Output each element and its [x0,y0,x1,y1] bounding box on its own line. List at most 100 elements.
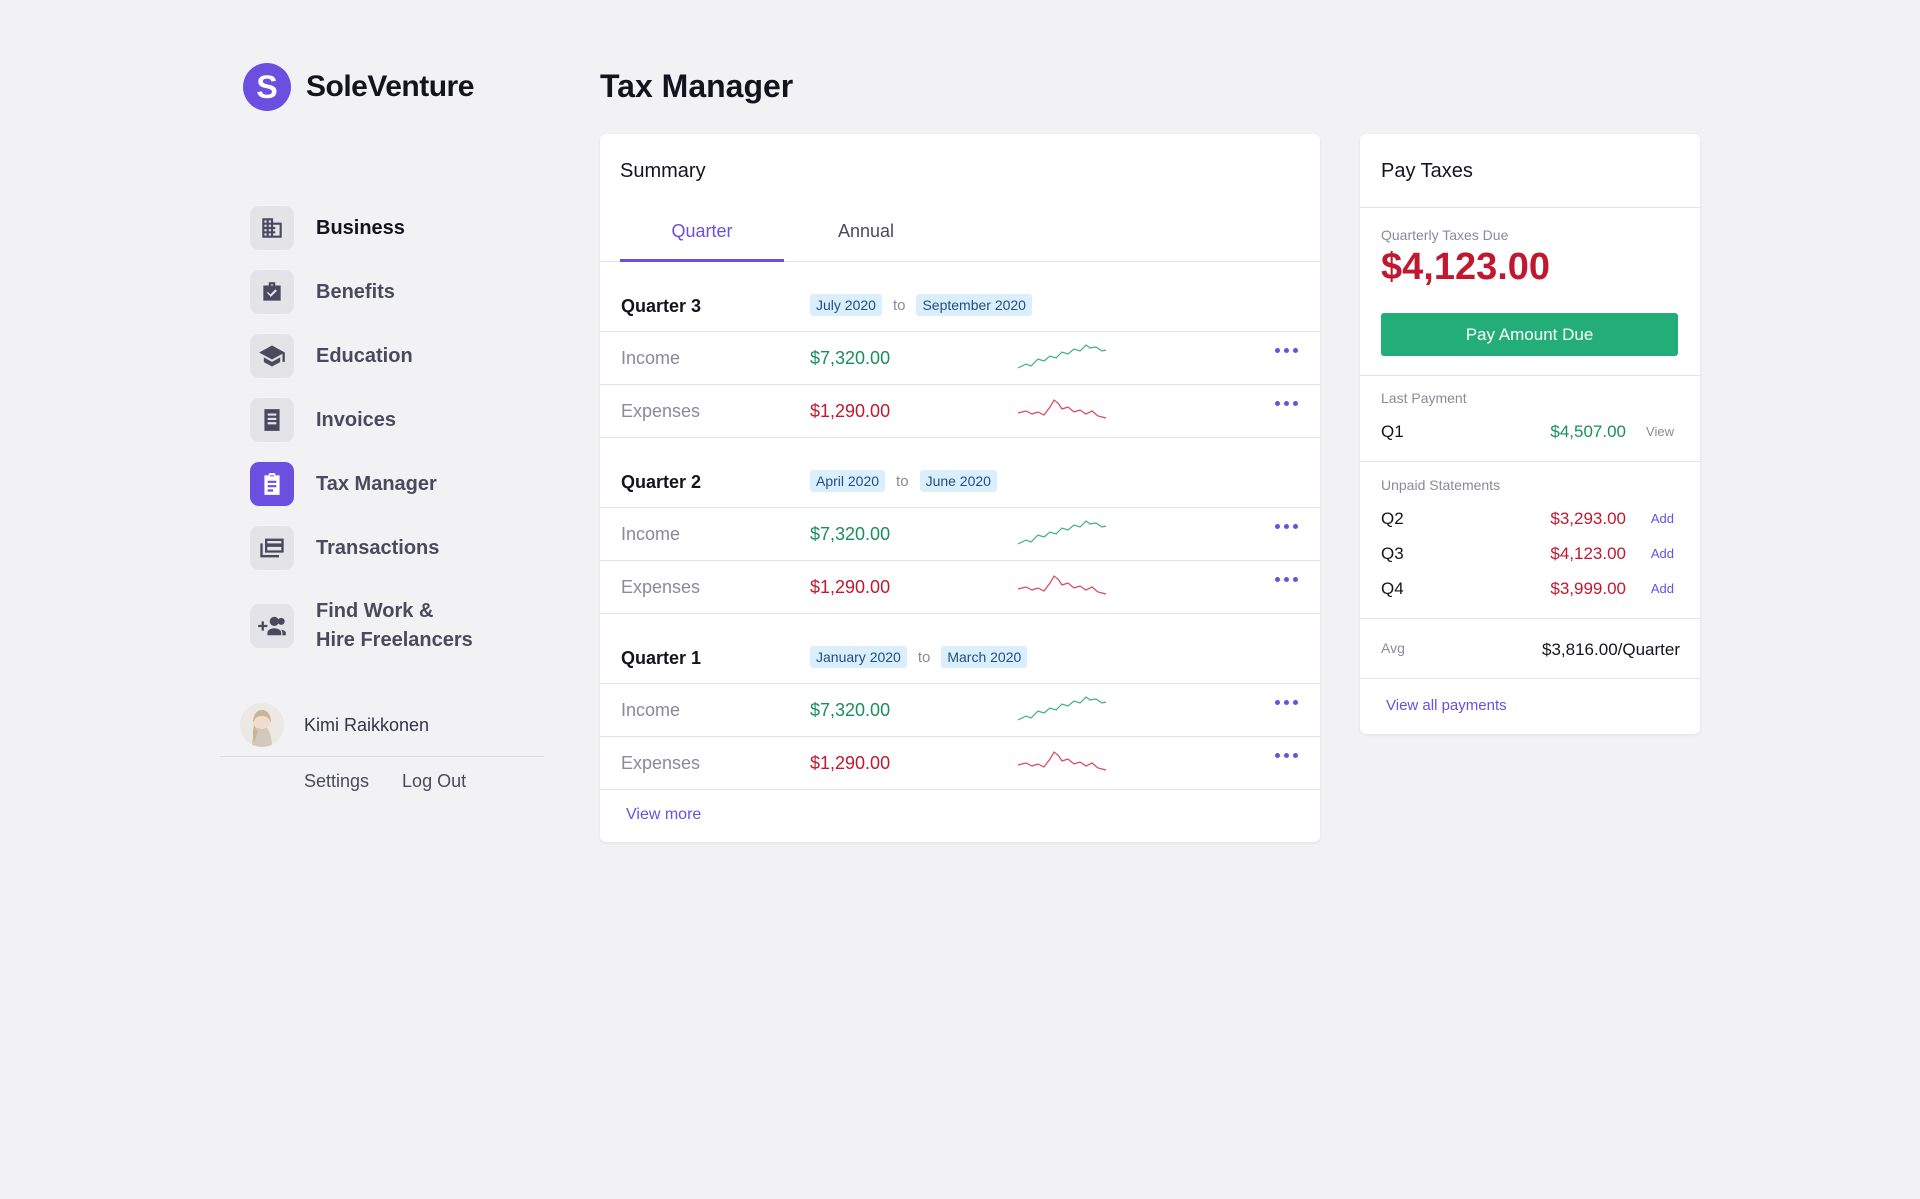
logo-icon: S [243,63,291,111]
add-statement-link[interactable]: Add [1650,546,1674,561]
last-payment-row: Q1 $4,507.00 View [1381,422,1678,446]
income-row: Income $7,320.00 [600,684,1320,737]
date-from: April 2020 [810,470,886,492]
pay-taxes-card: Pay Taxes Quarterly Taxes Due $4,123.00 … [1360,134,1700,734]
view-payment-link[interactable]: View [1646,424,1674,439]
to-label: to [896,472,909,490]
quarter-range: January 2020 to March 2020 [810,646,1028,668]
brand-logo[interactable]: S SoleVenture [243,63,474,111]
briefcase-check-icon [250,270,294,314]
date-from: July 2020 [810,294,882,316]
settings-link[interactable]: Settings [304,771,370,791]
sidebar-item-transactions[interactable]: Transactions [250,516,550,580]
quarter-title: Quarter 1 [621,648,702,668]
quarter-block: Quarter 3 July 2020 to September 2020 In… [600,262,1320,438]
sidebar-item-label: Education [316,344,413,367]
more-options-icon[interactable] [1275,524,1298,529]
date-from: January 2020 [810,646,907,668]
user-profile[interactable]: Kimi Raikkonen [240,703,429,747]
more-options-icon[interactable] [1275,348,1298,353]
expenses-sparkline [1018,399,1107,419]
row-label: Expenses [621,401,701,421]
sidebar-item-education[interactable]: Education [250,324,550,388]
statement-amount: $3,999.00 [1550,579,1626,598]
income-sparkline [1018,520,1107,545]
to-label: to [917,648,931,666]
sidebar-item-label: Tax Manager [316,472,437,495]
divider [1360,375,1700,376]
sidebar-item-business[interactable]: Business [250,196,550,260]
more-options-icon[interactable] [1275,401,1298,406]
income-amount: $7,320.00 [810,348,891,368]
more-options-icon[interactable] [1275,577,1298,582]
add-people-icon [250,604,294,648]
statement-quarter: Q4 [1381,579,1404,598]
date-to: June 2020 [919,470,997,492]
statement-quarter: Q3 [1381,544,1404,563]
divider [220,756,544,757]
view-more-link[interactable]: View more [626,806,702,823]
quarter-title: Quarter 2 [621,472,702,492]
add-statement-link[interactable]: Add [1650,511,1674,526]
expenses-row: Expenses $1,290.00 [600,385,1320,438]
due-label: Quarterly Taxes Due [1381,227,1509,243]
more-options-icon[interactable] [1275,753,1298,758]
brand-name: SoleVenture [306,70,474,103]
expenses-amount: $1,290.00 [810,401,891,421]
quarter-range: July 2020 to September 2020 [810,294,1032,316]
cards-icon [250,526,294,570]
avg-label: Avg [1381,640,1405,656]
statement-amount: $4,123.00 [1550,544,1626,563]
payment-amount: $4,507.00 [1550,422,1626,441]
income-sparkline [1018,696,1107,721]
income-amount: $7,320.00 [810,700,891,720]
quarter-block: Quarter 2 April 2020 to June 2020 Income… [600,438,1320,614]
quarter-header: Quarter 2 April 2020 to June 2020 [600,438,1320,508]
divider [1360,678,1700,679]
building-icon [250,206,294,250]
sidebar-item-find-work[interactable]: Find Work & Hire Freelancers [250,584,550,668]
profile-links: Settings Log Out [304,771,466,792]
to-label: to [892,296,906,314]
unpaid-label: Unpaid Statements [1381,477,1501,493]
quarter-header: Quarter 3 July 2020 to September 2020 [600,262,1320,332]
quarter-block: Quarter 1 January 2020 to March 2020 Inc… [600,614,1320,790]
page-title: Tax Manager [600,68,794,104]
summary-card: Summary Quarter Annual Quarter 3 July 20… [600,134,1320,842]
quarter-range: April 2020 to June 2020 [810,470,997,492]
unpaid-row: Q2 $3,293.00 Add [1381,509,1678,533]
divider [1360,618,1700,619]
sidebar-item-invoices[interactable]: Invoices [250,388,550,452]
expenses-row: Expenses $1,290.00 [600,561,1320,614]
income-sparkline [1018,344,1107,369]
sidebar-item-benefits[interactable]: Benefits [250,260,550,324]
logout-link[interactable]: Log Out [402,771,467,791]
unpaid-row: Q4 $3,999.00 Add [1381,579,1678,603]
date-to: September 2020 [916,294,1032,316]
tab-quarter[interactable]: Quarter [620,210,784,262]
income-row: Income $7,320.00 [600,508,1320,561]
statement-amount: $3,293.00 [1550,509,1626,528]
quarter-title: Quarter 3 [621,296,702,316]
label-line-1: Find Work & [316,600,434,622]
income-amount: $7,320.00 [810,524,891,544]
unpaid-row: Q3 $4,123.00 Add [1381,544,1678,568]
tab-annual[interactable]: Annual [837,221,895,241]
statement-quarter: Q2 [1381,509,1404,528]
add-statement-link[interactable]: Add [1650,581,1674,596]
more-options-icon[interactable] [1275,700,1298,705]
row-label: Expenses [621,577,701,597]
avg-value: $3,816.00/Quarter [1542,640,1680,659]
expenses-amount: $1,290.00 [810,577,891,597]
summary-title: Summary [620,160,706,182]
expenses-sparkline [1018,575,1107,595]
row-label: Income [621,700,681,720]
view-all-payments-link[interactable]: View all payments [1386,697,1507,714]
due-amount: $4,123.00 [1381,246,1551,288]
pay-amount-due-button[interactable]: Pay Amount Due [1381,313,1678,356]
avatar [240,703,284,747]
graduation-cap-icon [250,334,294,378]
clipboard-icon [250,462,294,506]
date-to: March 2020 [941,646,1028,668]
sidebar-item-tax-manager[interactable]: Tax Manager [250,452,550,516]
